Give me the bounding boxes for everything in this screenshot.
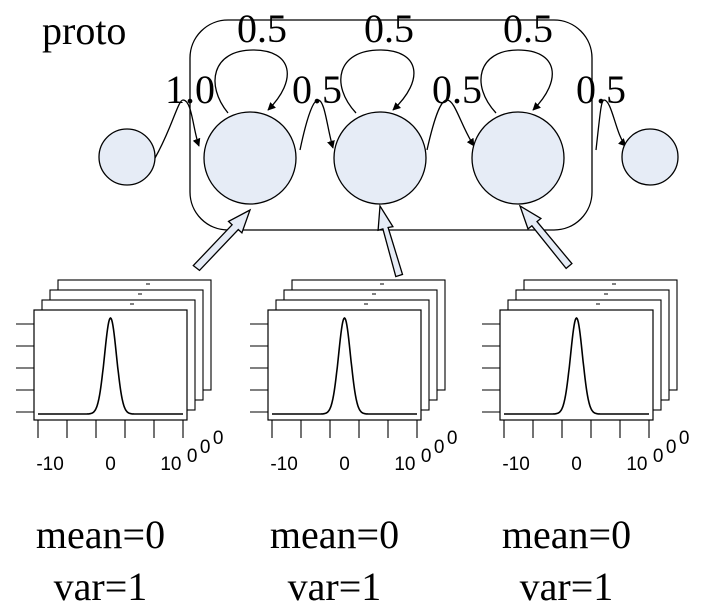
x-tick-label: -10	[36, 454, 63, 475]
transition-state1-to-state2	[299, 99, 335, 151]
emission-arrow-1	[192, 208, 252, 272]
self-loop-state1	[214, 49, 288, 114]
stack-tick-label: 0	[447, 428, 458, 449]
gaussian-curve	[38, 316, 183, 415]
trans-prob-state2-state3: 0.5	[432, 67, 482, 112]
stack-tick-label: 0	[666, 437, 677, 458]
self-prob-state3: 0.5	[503, 6, 553, 51]
stack-tick-label: 0	[421, 446, 432, 467]
mean-label: mean=0	[270, 512, 399, 557]
trans-prob-state1-state2: 0.5	[292, 67, 342, 112]
hmm-bounding-box	[189, 19, 593, 231]
var-label: var=1	[54, 564, 148, 609]
hmm-state-3	[471, 111, 565, 205]
var-label: var=1	[288, 564, 382, 609]
mean-label: mean=0	[502, 512, 631, 557]
emission-plot-frame	[33, 309, 188, 421]
x-tick-label: 0	[571, 454, 582, 475]
x-tick-label: 10	[626, 454, 647, 475]
x-tick-label: 0	[105, 454, 116, 475]
mean-label: mean=0	[36, 512, 165, 557]
x-tick-label: -10	[270, 454, 297, 475]
x-tick-label: 0	[339, 454, 350, 475]
hmm-state-1	[203, 111, 297, 205]
gaussian-curve	[272, 316, 417, 415]
trans-prob-state3-end: 0.5	[576, 67, 626, 112]
stack-tick-label: 0	[434, 437, 445, 458]
self-loop-state2	[340, 49, 415, 114]
hmm-state-2	[333, 111, 427, 205]
end-state	[621, 128, 679, 186]
x-tick-label: 10	[394, 454, 415, 475]
emission-plot-frame	[499, 309, 654, 421]
gaussian-curve	[504, 316, 649, 415]
emission-plot-frame	[267, 309, 422, 421]
x-tick-label: -10	[502, 454, 529, 475]
transition-state3-to-end	[595, 99, 627, 151]
var-label: var=1	[520, 564, 614, 609]
self-prob-state1: 0.5	[237, 6, 287, 51]
self-prob-state2: 0.5	[364, 6, 414, 51]
start-state	[98, 128, 156, 186]
stack-tick-label: 0	[653, 446, 664, 467]
trans-prob-start-state1: 1.0	[165, 67, 215, 112]
stack-tick-label: 0	[187, 446, 198, 467]
hmm-name-label: proto	[42, 8, 126, 53]
self-loop-state3	[480, 49, 553, 114]
emission-arrow-3	[518, 204, 573, 270]
x-tick-label: 10	[160, 454, 181, 475]
emission-arrow-2	[377, 203, 404, 278]
transition-state2-to-state3	[426, 99, 475, 151]
stack-tick-label: 0	[679, 428, 690, 449]
stack-tick-label: 0	[200, 437, 211, 458]
transition-start-to-state1	[154, 99, 201, 159]
stack-tick-label: 0	[213, 428, 224, 449]
